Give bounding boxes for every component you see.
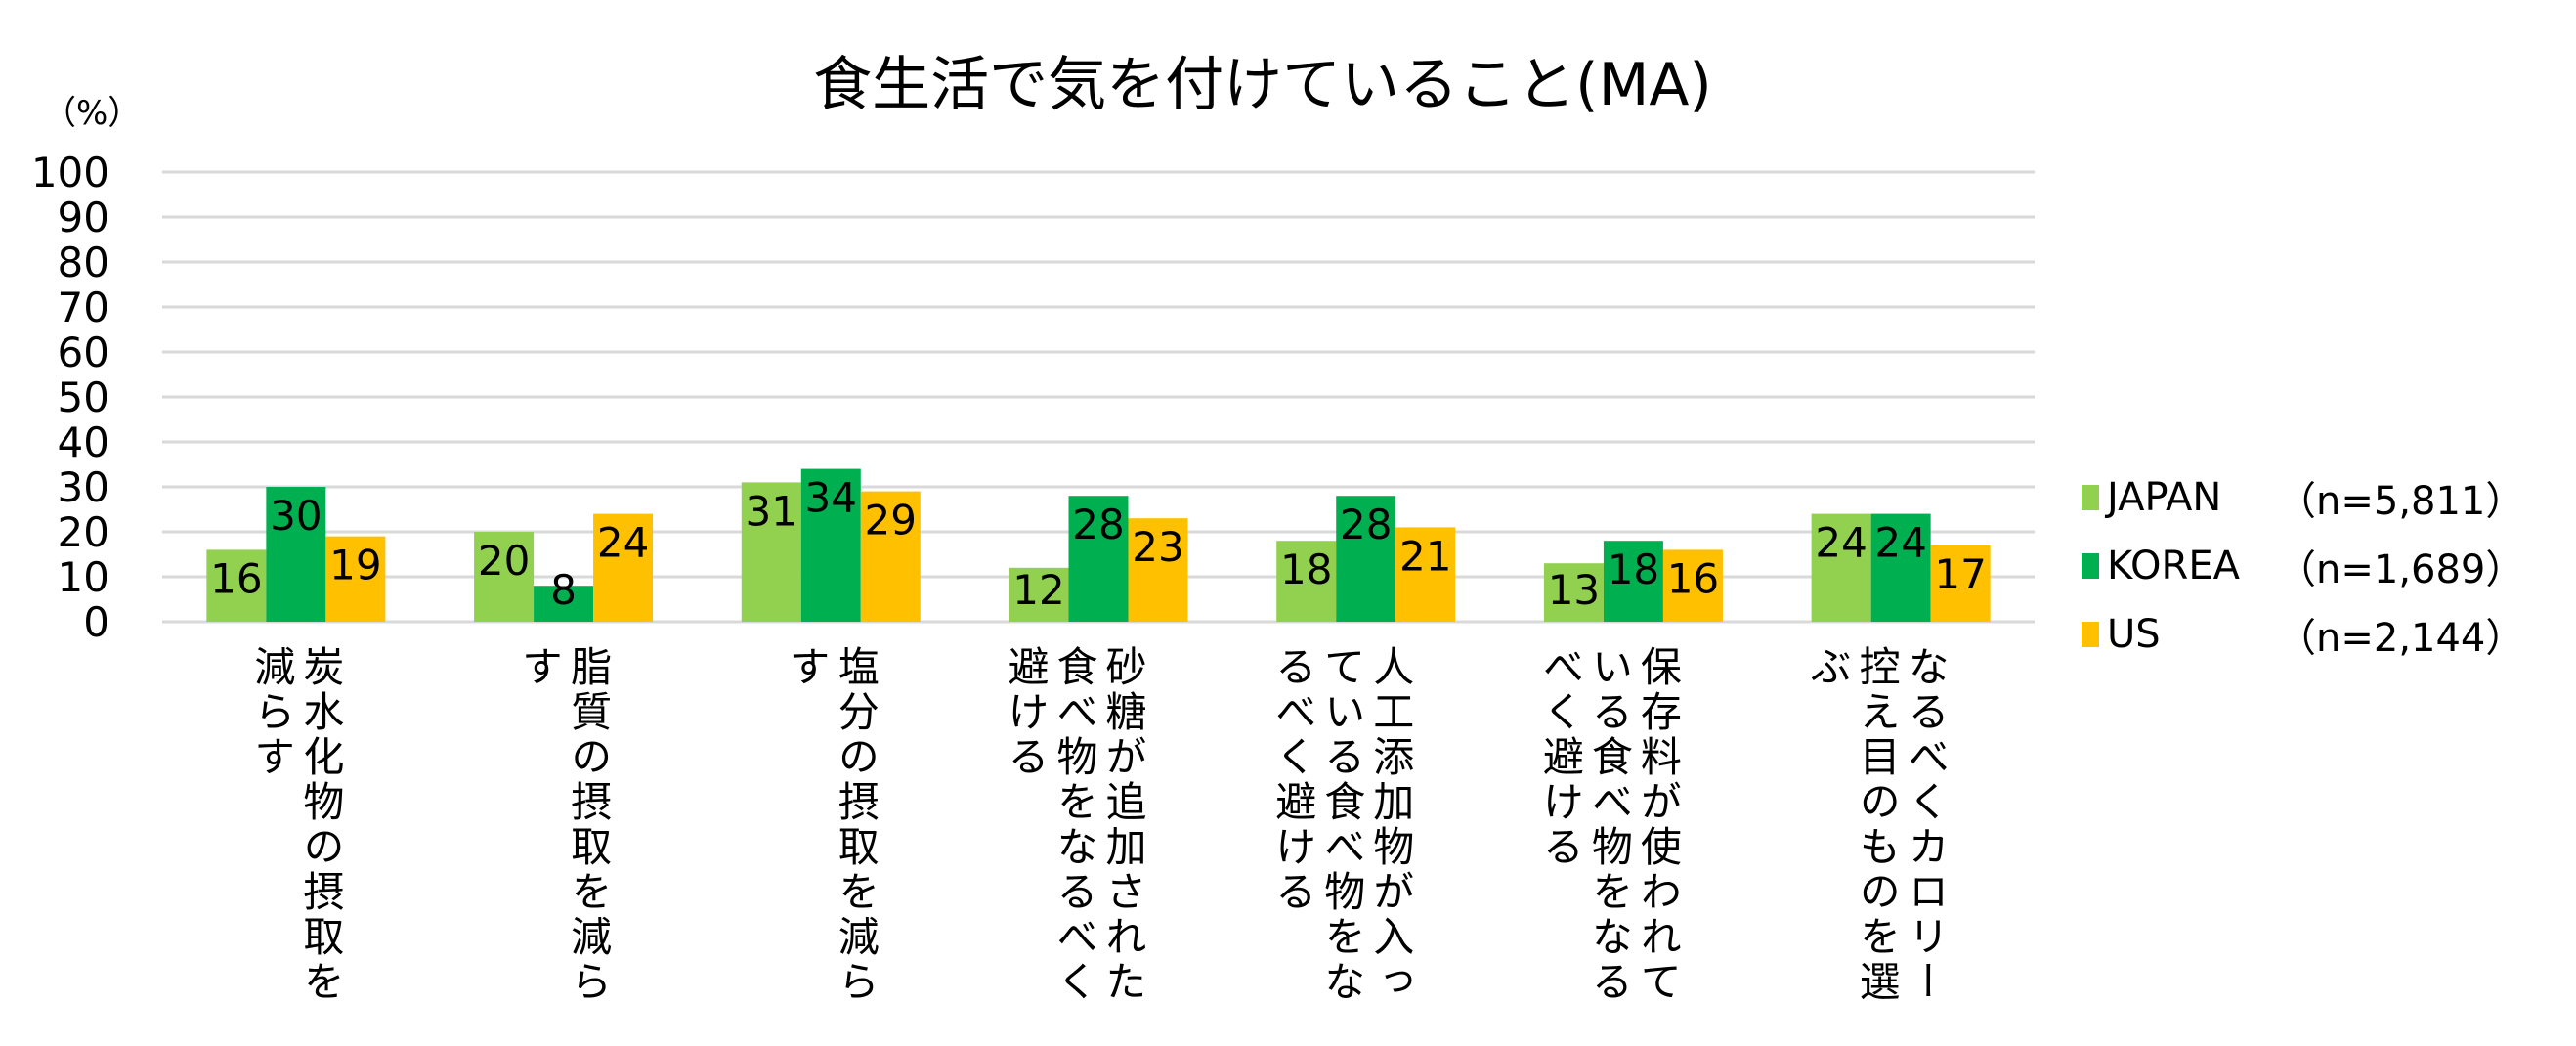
data-label: 24	[1874, 519, 1926, 567]
bar-korea	[800, 468, 861, 622]
category-label: 炭水化物の摂取を 減らす	[247, 645, 345, 1005]
data-label: 31	[746, 487, 797, 535]
bar-japan	[206, 549, 267, 622]
category-label: 塩分の摂取を減ら す	[783, 645, 880, 1005]
data-label: 13	[1548, 566, 1600, 614]
category-label: 砂糖が追加された 食べ物をなるべく 避ける	[1002, 645, 1147, 1005]
legend-swatch	[2082, 622, 2099, 647]
y-tick-label: 70	[58, 283, 109, 331]
bar-japan	[474, 532, 535, 622]
category-label: なるべくカロリー 控え目のものを選 ぶ	[1804, 645, 1951, 1005]
data-label: 20	[478, 537, 530, 585]
legend-item-korea: KOREA （n=1,689）	[2082, 544, 2524, 592]
category-label: 保存料が使われて いる食べ物をなる べく避ける	[1536, 645, 1683, 1005]
data-label: 28	[1340, 501, 1392, 548]
y-axis-unit: （%）	[43, 94, 142, 133]
category-label: 人工添加物が入っ ている食べ物をな るべく避ける	[1268, 645, 1415, 1005]
y-tick-label: 0	[83, 598, 109, 646]
y-tick-label: 40	[58, 418, 109, 466]
bar-korea	[1870, 513, 1931, 622]
data-label: 16	[210, 554, 262, 602]
bar-us	[325, 536, 386, 622]
y-tick-label: 80	[58, 239, 109, 286]
y-tick-label: 20	[58, 508, 109, 556]
y-tick-label: 90	[58, 194, 109, 241]
bar-us	[1930, 545, 1991, 622]
legend-sample-size: （n=1,689）	[2277, 547, 2525, 592]
y-tick-label: 60	[58, 328, 109, 376]
data-label: 24	[597, 519, 649, 567]
legend-sample-size: （n=2,144）	[2277, 616, 2525, 661]
data-label: 28	[1072, 501, 1124, 548]
bar-japan	[1276, 541, 1337, 622]
bar-korea	[1603, 541, 1663, 622]
bar-korea	[1068, 496, 1129, 622]
bar-japan	[1543, 563, 1604, 622]
bar-us	[593, 513, 654, 622]
data-label: 34	[805, 474, 857, 522]
bar-japan	[1811, 513, 1871, 622]
chart-title: 食生活で気を付けていること(MA)	[813, 51, 1712, 119]
bar-korea	[534, 586, 594, 622]
legend-swatch	[2082, 485, 2099, 510]
y-tick-label: 30	[58, 463, 109, 511]
data-label: 12	[1012, 566, 1064, 614]
data-label: 18	[1608, 545, 1659, 593]
bar-japan	[1009, 567, 1069, 622]
data-label: 30	[270, 492, 322, 540]
category-label: 脂質の摂取を減ら す	[515, 645, 613, 1005]
legend-sample-size: （n=5,811）	[2277, 479, 2525, 524]
y-tick-label: 50	[58, 373, 109, 421]
bar-japan	[741, 482, 801, 622]
data-label: 16	[1667, 554, 1719, 602]
data-label: 18	[1280, 545, 1332, 593]
legend-label: JAPAN	[2107, 475, 2222, 520]
bar-us	[1662, 549, 1723, 622]
data-label: 29	[865, 497, 917, 545]
bar-us	[860, 491, 921, 622]
data-label: 8	[550, 566, 577, 614]
bar-us	[1395, 527, 1456, 622]
legend-label: KOREA	[2107, 544, 2240, 588]
legend-item-us: US （n=2,144）	[2082, 612, 2524, 661]
data-label: 17	[1934, 550, 1986, 598]
data-label: 21	[1399, 532, 1451, 580]
y-tick-label: 100	[31, 149, 109, 196]
data-label: 19	[329, 542, 381, 589]
bar-korea	[266, 487, 326, 622]
data-label: 24	[1815, 519, 1867, 567]
bar-korea	[1336, 496, 1396, 622]
legend-swatch	[2082, 553, 2099, 579]
legend-item-japan: JAPAN （n=5,811）	[2082, 475, 2524, 524]
legend-label: US	[2107, 612, 2161, 657]
bar-us	[1128, 518, 1188, 622]
data-label: 23	[1132, 523, 1183, 571]
y-tick-label: 10	[58, 553, 109, 601]
